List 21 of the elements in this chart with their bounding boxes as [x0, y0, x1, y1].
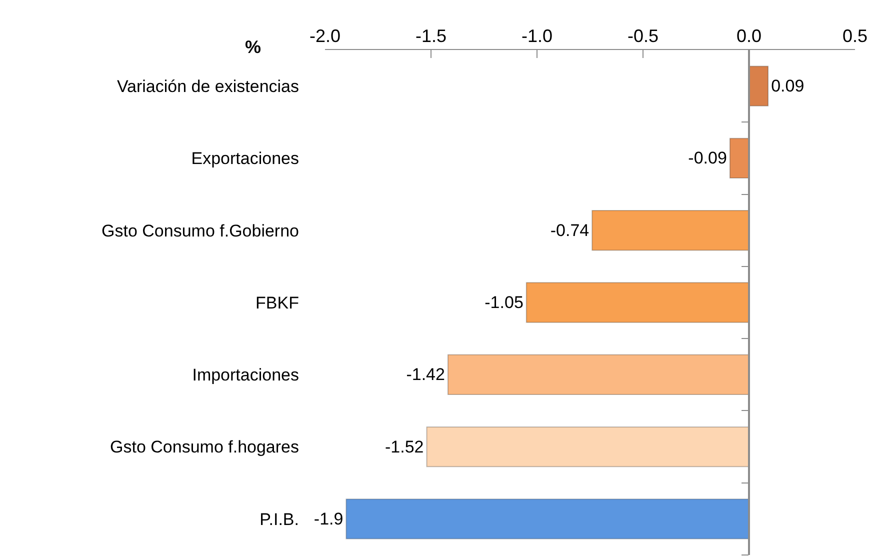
x-tick-label: -2.0	[309, 26, 341, 46]
y-tick-label: Variación de existencias	[116, 77, 299, 96]
x-tick-label: -1.0	[521, 26, 553, 46]
y-tick-label: P.I.B.	[260, 510, 299, 529]
data-label: -0.09	[688, 148, 727, 168]
x-tick-label: -0.5	[627, 26, 659, 46]
x-tick-label: 0.0	[736, 26, 762, 46]
x-tick-label: -1.5	[415, 26, 447, 46]
y-axis-title: %	[245, 37, 262, 57]
y-tick-label: Gsto Consumo f.hogares	[110, 438, 299, 457]
x-tick-label: 0.5	[842, 26, 868, 46]
y-tick-label: FBKF	[256, 293, 299, 312]
data-label: -1.05	[484, 293, 524, 312]
y-tick-label: Importaciones	[192, 366, 299, 385]
y-tick-label: Exportaciones	[191, 149, 299, 168]
data-label: -1.52	[385, 437, 424, 456]
data-label: 0.09	[771, 76, 804, 96]
data-label: -1.42	[406, 365, 445, 384]
data-label: -0.74	[550, 220, 590, 240]
data-label: -1.9	[314, 509, 344, 528]
y-tick-label: Gsto Consumo f.Gobierno	[102, 221, 299, 240]
